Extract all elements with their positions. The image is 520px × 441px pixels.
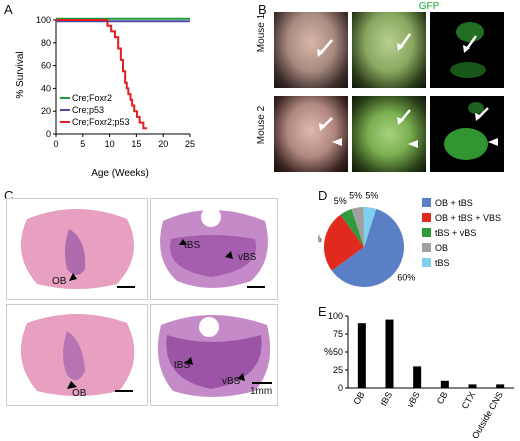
survival-chart: 0 5 10 15 20 25 0 20 40 60 80 100 Cre;Foxr2 Cre;p53 C… (15, 15, 195, 179)
legend-label: Cre;Foxr2;p53 (72, 117, 130, 127)
histology-label-vbs-1: vBS (238, 252, 257, 263)
histology-label-vbs-2: vBS (222, 376, 241, 387)
mouse2-overlay-photo (352, 96, 426, 172)
row-label-mouse-1: Mouse 1 (256, 13, 267, 53)
x-tick-label: 0 (53, 139, 58, 149)
pie-slice-label: 5% (334, 196, 347, 206)
legend-label: Cre;Foxr2 (72, 93, 112, 103)
x-tick-label: 10 (105, 139, 115, 149)
bar (413, 366, 422, 388)
histology-section-4 (150, 304, 278, 406)
histology-section-1 (6, 198, 148, 300)
y-tick-label: 50 (333, 347, 343, 357)
histology-label-ob-1: OB (52, 276, 67, 287)
legend-swatch (422, 198, 431, 207)
mouse1-gfp-photo (430, 12, 504, 88)
histology-section-2 (150, 198, 278, 300)
pie-slice (363, 207, 377, 247)
y-tick-label: 20 (41, 106, 51, 116)
bar (468, 384, 477, 388)
panel-letter-b: B (258, 2, 267, 17)
legend-swatch (422, 258, 431, 267)
y-tick-label: 75 (333, 329, 343, 339)
legend-swatch (422, 228, 431, 237)
bar (357, 323, 366, 388)
legend-label: OB + tBS + VBS (435, 213, 501, 223)
x-tick-label: tBS (378, 390, 394, 408)
histology-section-3 (6, 304, 148, 406)
gfp-signal (444, 102, 498, 160)
row-label-mouse-2: Mouse 2 (256, 105, 267, 145)
mouse2-gfp-photo (430, 96, 504, 172)
x-tick-label: vBS (405, 390, 422, 409)
arrow-icon (397, 33, 412, 51)
pie-slice-label: 25% (318, 234, 322, 244)
panel-letter-d: D (318, 188, 328, 203)
y-tick-label: 100 (328, 311, 343, 321)
scale-bar-label: 1mm (250, 386, 273, 397)
histology-label-ob-2: OB (72, 388, 87, 399)
pie-slice-label: 60% (397, 272, 415, 282)
legend-label: tBS + vBS (435, 228, 476, 238)
bar (385, 319, 394, 388)
survival-line-3 (56, 19, 148, 130)
pie-slice (324, 214, 364, 271)
y-tick-label: 25 (333, 365, 343, 375)
x-tick-label: 15 (131, 139, 141, 149)
bar (496, 384, 505, 388)
pie-slice (340, 209, 364, 247)
x-tick-label: CTX (460, 390, 478, 411)
y-tick-label: 60 (41, 61, 51, 71)
y-tick-label: 100 (36, 15, 51, 25)
x-axis-label: Age (Weeks) (91, 168, 149, 179)
y-axis-label: % (324, 347, 333, 358)
x-tick-label: OB (351, 390, 366, 406)
y-tick-label: 80 (41, 38, 51, 48)
bar (440, 380, 449, 388)
panel-letter-e: E (318, 304, 327, 319)
legend-swatch (422, 243, 431, 252)
histology-label-tbs-1: tBS (184, 240, 201, 251)
legend-label: OB + tBS (435, 198, 473, 208)
x-tick-label: 25 (185, 139, 195, 149)
arrow-icon (317, 39, 333, 57)
x-tick-label: 5 (80, 139, 85, 149)
pie-slice-label: 5% (349, 192, 362, 201)
gfp-signal (450, 22, 486, 78)
legend-label: Cre;p53 (72, 105, 104, 115)
y-tick-label: 40 (41, 83, 51, 93)
pie-slice-label: 5% (365, 192, 378, 201)
gfp-header: GFP (418, 1, 440, 12)
x-tick-label: CB (435, 390, 450, 406)
y-tick-label: 0 (46, 129, 51, 139)
histology-label-tbs-2: tBS (174, 360, 191, 371)
legend-label: tBS (435, 258, 450, 268)
y-axis-label: % Survival (15, 51, 26, 98)
panel-letter-c: C (4, 188, 14, 203)
arrow-icon (397, 109, 418, 148)
scale-bar (252, 382, 272, 384)
panel-letter-a: A (4, 2, 13, 17)
mouse1-overlay-photo (352, 12, 426, 88)
y-tick-label: 0 (338, 383, 343, 393)
x-tick-label: 20 (158, 139, 168, 149)
mouse1-brightfield-photo (274, 12, 348, 88)
pie-slice (351, 207, 364, 247)
legend-swatch (422, 213, 431, 222)
arrow-icon (319, 117, 342, 146)
mouse2-brightfield-photo (274, 96, 348, 172)
legend-label: OB (435, 243, 448, 253)
pie-slice (331, 208, 404, 287)
